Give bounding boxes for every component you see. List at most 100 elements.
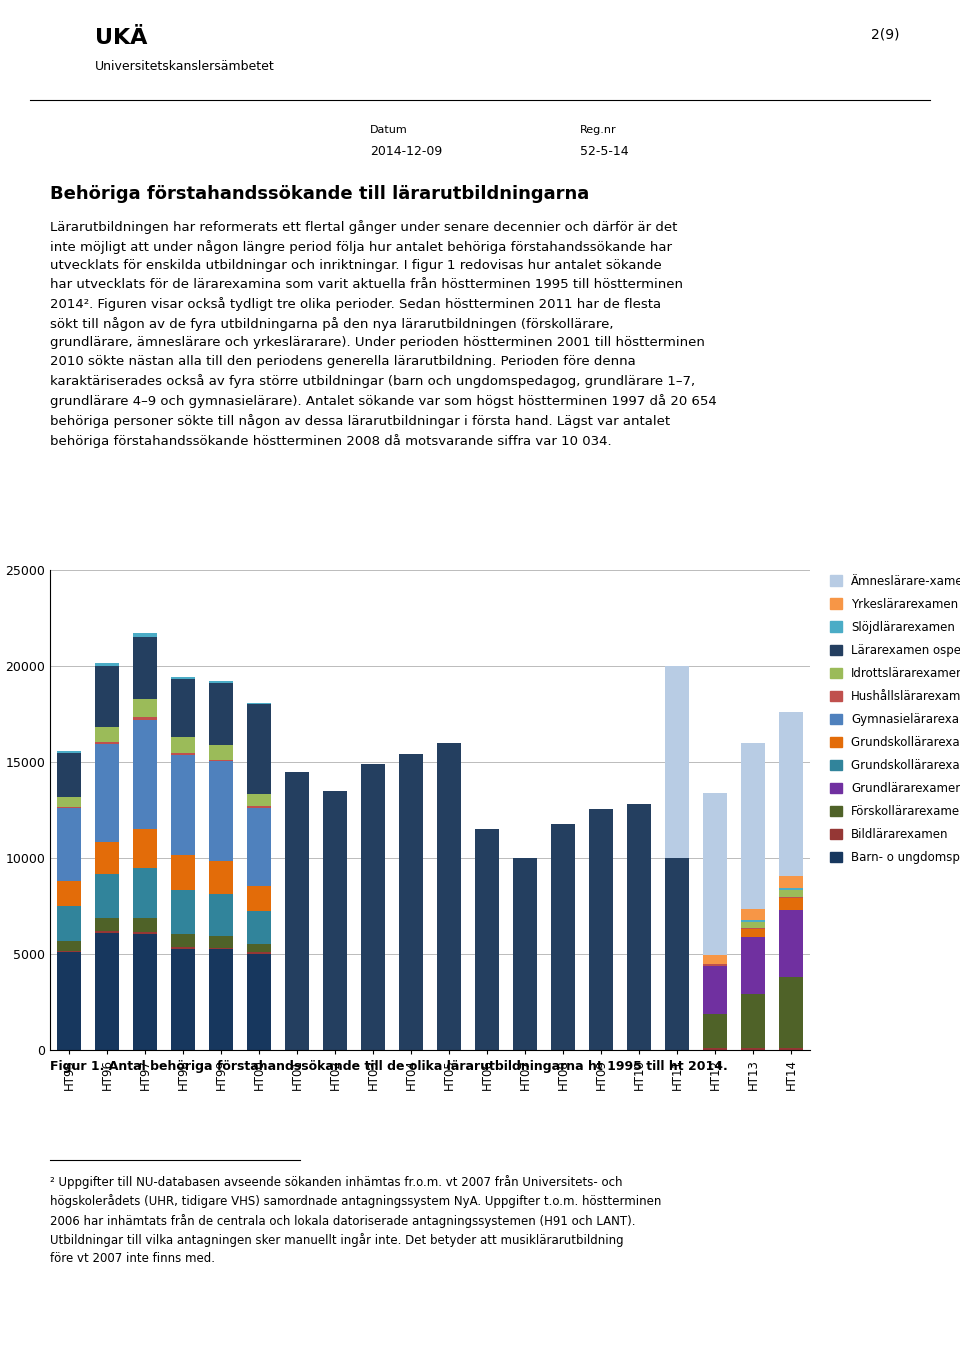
Bar (57, 797, 82, 806)
Bar (57, 751, 82, 754)
Bar (57, 809, 82, 881)
Bar (171, 855, 195, 890)
Text: Lärarutbildningen har reformerats ett flertal gånger under senare decennier och : Lärarutbildningen har reformerats ett fl… (50, 221, 717, 448)
Bar (208, 936, 233, 947)
Bar (703, 955, 728, 963)
Bar (741, 920, 765, 921)
Bar (95, 741, 119, 744)
Bar (779, 898, 804, 909)
Text: 2014-12-09: 2014-12-09 (370, 145, 443, 158)
Bar (779, 1049, 804, 1050)
Bar (95, 919, 119, 931)
Text: ² Uppgifter till NU-databasen avseende sökanden inhämtas fr.o.m. vt 2007 från Un: ² Uppgifter till NU-databasen avseende s… (50, 1174, 661, 1265)
Bar (741, 921, 765, 928)
Bar (132, 867, 157, 917)
Bar (779, 909, 804, 977)
Bar (779, 888, 804, 890)
Bar (57, 951, 82, 953)
Bar (57, 806, 82, 809)
Text: UKÄ: UKÄ (95, 28, 148, 47)
Bar (57, 940, 82, 951)
Bar (247, 806, 272, 808)
Bar (171, 755, 195, 855)
Bar (95, 931, 119, 932)
Bar (132, 637, 157, 698)
Bar (474, 829, 499, 1050)
Bar (247, 944, 272, 953)
Bar (132, 720, 157, 829)
Bar (132, 829, 157, 867)
Bar (779, 897, 804, 898)
Bar (664, 666, 689, 858)
Text: Universitetskanslersämbetet: Universitetskanslersämbetet (95, 60, 275, 73)
Bar (627, 804, 651, 1050)
Bar (171, 890, 195, 934)
Text: 2(9): 2(9) (872, 28, 900, 42)
Bar (741, 928, 765, 930)
Bar (171, 950, 195, 1050)
Bar (779, 977, 804, 1049)
Bar (208, 947, 233, 950)
Bar (779, 875, 804, 888)
Bar (132, 633, 157, 637)
Bar (95, 874, 119, 919)
Bar (171, 737, 195, 754)
Text: 52-5-14: 52-5-14 (580, 145, 629, 158)
Bar (95, 744, 119, 842)
Bar (741, 743, 765, 909)
Legend: Ämneslärare­xamen, Yrkeslärarexamen, Slöjdlärarexamen, Lärarexamen ospec., Idrot: Ämneslärare­xamen, Yrkeslärarexamen, Slö… (826, 570, 960, 869)
Bar (132, 932, 157, 934)
Bar (779, 712, 804, 875)
Bar (132, 717, 157, 720)
Bar (208, 894, 233, 936)
Text: Datum: Datum (370, 124, 408, 135)
Bar (208, 681, 233, 683)
Bar (703, 1013, 728, 1049)
Bar (208, 762, 233, 862)
Bar (208, 744, 233, 760)
Bar (57, 881, 82, 907)
Bar (208, 950, 233, 1050)
Bar (398, 755, 423, 1050)
Bar (171, 679, 195, 737)
Bar (208, 760, 233, 762)
Bar (132, 917, 157, 932)
Bar (171, 676, 195, 679)
Bar (247, 911, 272, 944)
Bar (513, 858, 538, 1050)
Text: Behöriga förstahandssökande till lärarutbildningarna: Behöriga förstahandssökande till lärarut… (50, 185, 589, 203)
Bar (57, 754, 82, 797)
Bar (132, 934, 157, 1050)
Bar (551, 824, 575, 1050)
Bar (741, 909, 765, 920)
Bar (703, 966, 728, 1013)
Bar (703, 793, 728, 955)
Bar (95, 842, 119, 874)
Bar (95, 728, 119, 741)
Bar (95, 666, 119, 728)
Text: Figur 1. Antal behöriga förstahandssökande till de olika lärarutbildningarna ht : Figur 1. Antal behöriga förstahandssökan… (50, 1059, 728, 1073)
Bar (247, 794, 272, 806)
Bar (247, 702, 272, 704)
Bar (95, 932, 119, 1050)
Bar (171, 934, 195, 947)
Bar (741, 1049, 765, 1050)
Bar (208, 862, 233, 894)
Bar (323, 790, 348, 1050)
Bar (171, 754, 195, 755)
Bar (57, 953, 82, 1050)
Bar (208, 683, 233, 744)
Bar (779, 890, 804, 897)
Bar (588, 809, 613, 1050)
Bar (171, 947, 195, 950)
Bar (132, 698, 157, 717)
Bar (247, 704, 272, 794)
Bar (703, 963, 728, 966)
Bar (95, 663, 119, 666)
Bar (437, 743, 462, 1050)
Bar (247, 886, 272, 911)
Bar (703, 1049, 728, 1050)
Bar (741, 994, 765, 1049)
Bar (247, 953, 272, 954)
Text: Reg.nr: Reg.nr (580, 124, 616, 135)
